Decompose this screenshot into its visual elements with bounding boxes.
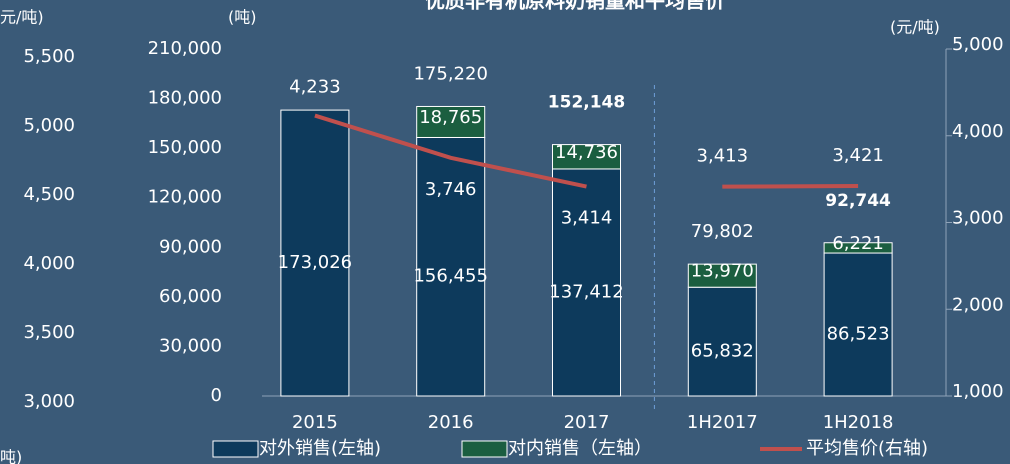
x-tick-label: 2015 [292, 412, 338, 433]
legend-label: 平均售价(右轴) [806, 438, 928, 459]
y-axis-label: (吨) [228, 8, 257, 27]
y-tick-label: 60,000 [159, 286, 222, 307]
bar-segment [552, 144, 621, 170]
x-tick-label: 2016 [428, 412, 474, 433]
x-tick-label: 2017 [564, 412, 610, 433]
legend-swatch [461, 440, 508, 458]
price-label: 3,414 [561, 208, 613, 229]
price-label: 4,233 [289, 77, 341, 98]
price-line [722, 183, 859, 189]
bar-value-label: 65,832 [691, 341, 754, 362]
bar-value-label: 137,412 [549, 281, 623, 302]
side-tick-label: 5,500 [23, 46, 75, 67]
legend-swatch [212, 440, 259, 458]
total-label: 152,148 [548, 93, 625, 113]
price-label: 3,413 [697, 146, 749, 167]
side-tick-label: 3,000 [23, 391, 75, 412]
y2-tick-label: 5,000 [952, 34, 1004, 55]
total-label: 79,802 [691, 221, 754, 242]
x-tick-label: 1H2018 [823, 412, 894, 433]
bar-segment [416, 136, 486, 397]
chart-title: 优质非有机原料奶销量和平均售价 [425, 0, 726, 13]
side-tick-label: 4,500 [23, 184, 75, 205]
x-tick-label: 1H2017 [687, 412, 758, 433]
y2-tick-label: 3,000 [952, 208, 1004, 229]
y-tick-label: 120,000 [148, 187, 222, 208]
legend-label: 对外销售(左轴) [259, 438, 381, 459]
side-axis-label: 元/吨) [0, 8, 44, 27]
bar-segment [823, 242, 893, 254]
total-label: 175,220 [413, 63, 487, 84]
price-line [314, 113, 587, 189]
y-tick-label: 90,000 [159, 236, 222, 257]
y-tick-label: 150,000 [148, 137, 222, 158]
y-tick-label: 30,000 [159, 335, 222, 356]
side-tick-label: 4,000 [23, 253, 75, 274]
y2-axis-label: (元/吨) [890, 18, 940, 37]
bar-segment [687, 263, 757, 288]
y-tick-label: 210,000 [148, 38, 222, 59]
bar-segment [687, 286, 757, 397]
side-axis-bottom-label: 吨) [0, 448, 22, 464]
y-tick-label: 0 [211, 385, 222, 406]
bar-segment [552, 168, 621, 397]
bar-value-label: 13,970 [691, 261, 754, 282]
bar-value-label: 156,455 [413, 266, 487, 287]
bar-value-label: 14,736 [555, 142, 618, 163]
bar-segment [280, 109, 350, 397]
y-tick-label: 180,000 [148, 88, 222, 109]
bar-value-label: 6,221 [832, 233, 884, 254]
bar-segment [416, 105, 486, 138]
bar-segment [823, 252, 893, 397]
side-tick-label: 5,000 [23, 115, 75, 136]
legend-label: 对内销售（左轴） [508, 438, 652, 459]
side-tick-label: 3,500 [23, 322, 75, 343]
bar-value-label: 18,765 [419, 107, 482, 128]
y2-tick-label: 2,000 [952, 294, 1004, 315]
bar-value-label: 173,026 [278, 252, 352, 273]
total-label: 92,744 [825, 191, 891, 211]
y2-tick-label: 1,000 [952, 381, 1004, 402]
bar-value-label: 86,523 [827, 324, 890, 345]
price-label: 3,746 [425, 179, 477, 200]
y2-tick-label: 4,000 [952, 121, 1004, 142]
price-label: 3,421 [832, 145, 884, 166]
